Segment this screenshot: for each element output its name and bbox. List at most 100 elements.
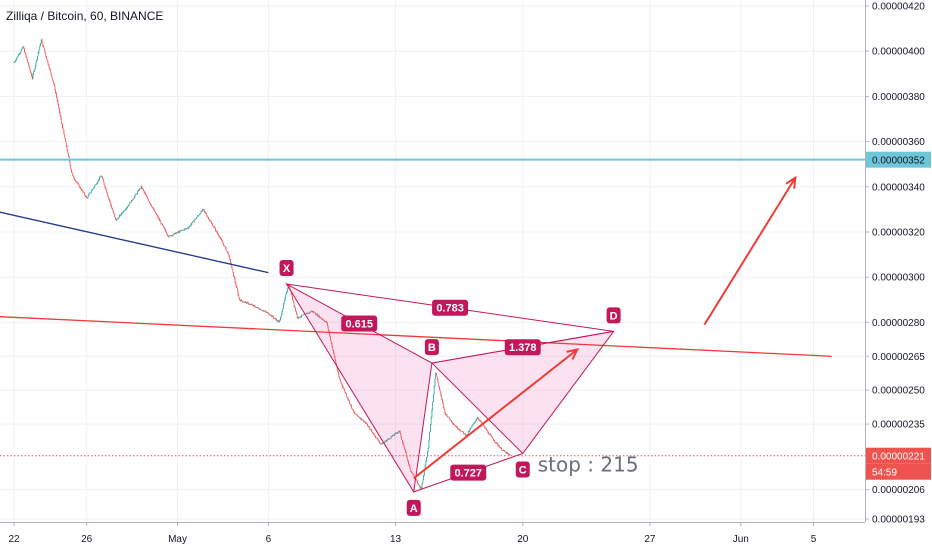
candle-body xyxy=(155,211,156,214)
candle-body xyxy=(103,181,105,185)
candle-body xyxy=(38,49,40,53)
candle-body xyxy=(130,202,131,203)
candle-body xyxy=(352,408,353,410)
x-tick-label: 6 xyxy=(266,534,272,545)
candle-body xyxy=(93,187,94,189)
candle-body xyxy=(436,376,438,380)
candle-body xyxy=(406,456,408,458)
candle-body xyxy=(333,350,334,353)
candle-body xyxy=(305,313,306,315)
candle-body xyxy=(23,46,25,49)
y-tick-label: 0.00000400 xyxy=(872,47,925,58)
candle-body xyxy=(435,372,437,379)
candle-body xyxy=(59,112,61,116)
candle-body xyxy=(114,214,116,218)
candle-body xyxy=(240,299,242,302)
candle-body xyxy=(228,255,230,257)
candle-body xyxy=(359,417,361,419)
candle-body xyxy=(309,312,311,313)
y-tick-label: 0.00000380 xyxy=(872,92,925,103)
candle-body xyxy=(102,177,103,180)
candle-body xyxy=(397,432,399,434)
y-tick-label: 0.00000340 xyxy=(872,182,925,193)
candle-body xyxy=(462,431,464,433)
candle-body xyxy=(495,441,496,443)
x-tick-label: 5 xyxy=(811,534,817,545)
candle-body xyxy=(339,376,340,380)
candle-body xyxy=(352,408,354,412)
candle-body xyxy=(34,65,36,70)
candle-body xyxy=(486,428,487,431)
candle-body xyxy=(289,285,290,290)
candle-body xyxy=(361,418,362,420)
candle-body xyxy=(179,230,181,233)
candle-body xyxy=(36,59,38,62)
candle-body xyxy=(448,416,450,419)
candle-body xyxy=(366,423,368,425)
candle-body xyxy=(489,434,491,435)
candle-body xyxy=(243,301,245,303)
candle-body xyxy=(33,71,35,75)
red-trendline[interactable] xyxy=(0,316,832,357)
candle-body xyxy=(156,214,158,216)
candle-body xyxy=(453,424,455,425)
candle-body xyxy=(327,323,328,326)
candle-body xyxy=(198,215,200,216)
arrow-line[interactable] xyxy=(413,348,578,480)
last-price-badge-box xyxy=(866,447,931,464)
candle-body xyxy=(233,276,235,279)
candle-body xyxy=(408,463,410,466)
stop-annotation: stop : 215 xyxy=(538,453,639,477)
candle-body xyxy=(457,426,459,429)
candle-body xyxy=(168,235,169,238)
candle-body xyxy=(302,314,304,316)
blue-trendline[interactable] xyxy=(0,207,269,274)
candle-body xyxy=(258,308,260,310)
candle-body xyxy=(215,230,217,232)
candle-body xyxy=(78,184,80,187)
candle-body xyxy=(265,311,267,313)
candle-body xyxy=(220,237,222,239)
candle-body xyxy=(377,437,378,439)
candle-body xyxy=(417,483,419,485)
candle-body xyxy=(80,187,81,190)
level-price-badge-box xyxy=(866,151,931,168)
candle-body xyxy=(154,210,156,212)
candle-body xyxy=(285,294,287,298)
candle-body xyxy=(146,196,148,199)
candle-body xyxy=(135,194,137,195)
time-axis[interactable]: 22 26 May 6 13 20 27 Jun 5 xyxy=(0,522,865,545)
candle-body xyxy=(67,150,69,154)
candle-body xyxy=(337,370,339,373)
pattern-xab-triangle[interactable] xyxy=(285,282,433,494)
arrow-line[interactable] xyxy=(703,177,797,326)
candle-body xyxy=(206,215,208,217)
candle-body xyxy=(15,60,16,62)
candle-body xyxy=(231,266,233,270)
candle-body xyxy=(177,232,178,233)
candle-body xyxy=(183,228,185,231)
candles xyxy=(13,38,511,490)
candle-body xyxy=(423,470,425,476)
price-axis[interactable]: 0.00000420 0.00000400 0.00000380 0.00000360… xyxy=(865,0,932,550)
candle-body xyxy=(203,209,205,211)
candle-body xyxy=(197,215,199,217)
candle-body xyxy=(394,433,396,436)
candle-body xyxy=(426,457,427,462)
candle-body xyxy=(385,440,387,442)
candle-body xyxy=(234,278,236,283)
candle-body xyxy=(364,421,365,423)
candle-body xyxy=(412,473,414,475)
candle-body xyxy=(105,187,106,190)
candle-body xyxy=(143,190,145,193)
candle-body xyxy=(99,177,100,180)
ratio-label: 1.378 xyxy=(509,342,537,354)
ratio-label-box xyxy=(432,299,469,316)
candle-body xyxy=(434,378,436,387)
candle-body xyxy=(225,247,227,251)
candle-body xyxy=(356,414,358,416)
candle-body xyxy=(390,436,392,439)
candle-body xyxy=(420,487,422,490)
candle-body xyxy=(230,259,231,264)
